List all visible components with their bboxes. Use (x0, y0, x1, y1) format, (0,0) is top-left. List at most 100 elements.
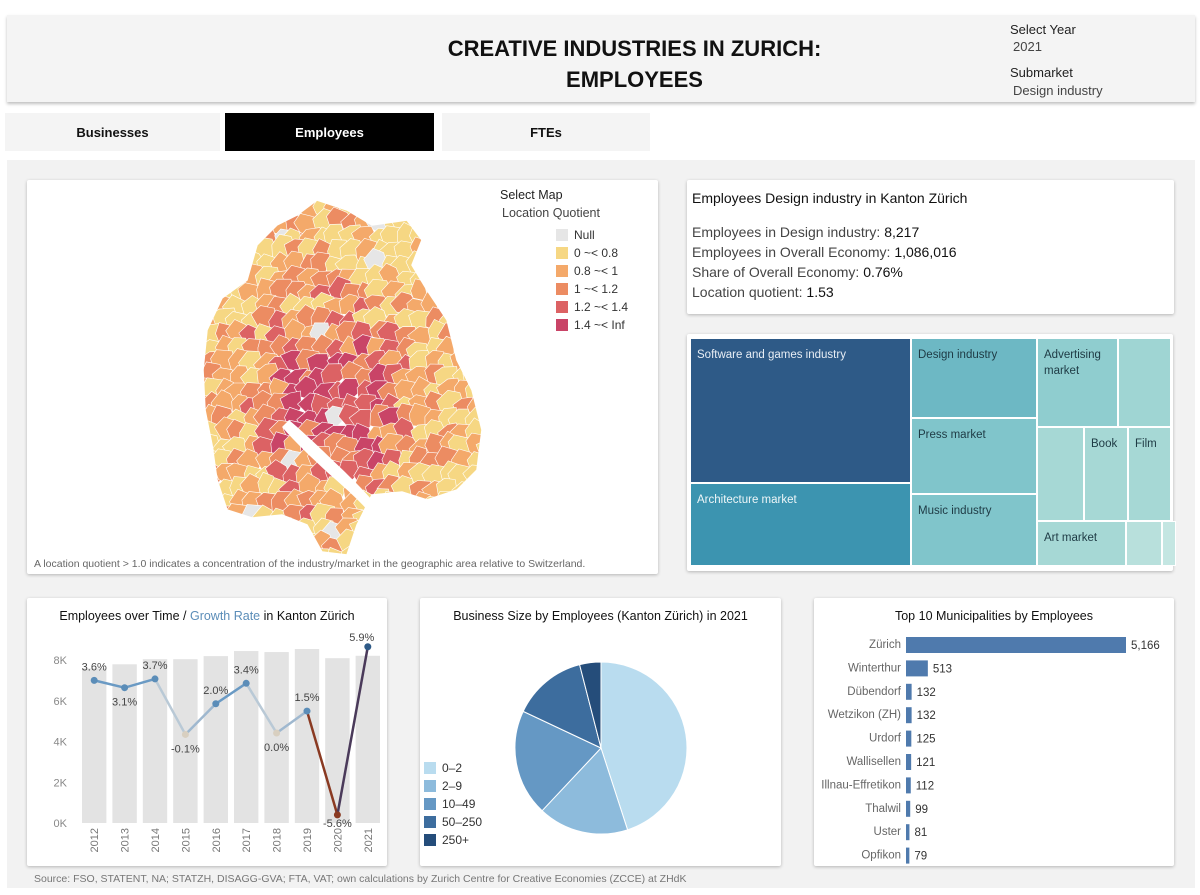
municipality-shape[interactable] (477, 257, 504, 280)
municipality-shape[interactable] (254, 529, 279, 554)
municipality-shape[interactable] (185, 193, 209, 218)
municipality-shape[interactable] (478, 362, 504, 385)
municipality-shape[interactable] (450, 199, 476, 225)
municipality-shape[interactable] (478, 478, 503, 503)
treemap-cell-film[interactable]: Film (1128, 427, 1171, 521)
municipality-shape[interactable] (352, 182, 373, 205)
municipality-shape[interactable] (448, 520, 474, 543)
municipality-shape[interactable] (410, 503, 434, 528)
municipality-shape[interactable] (478, 448, 505, 471)
pie-legend-item[interactable]: 10–49 (424, 795, 482, 813)
municipality-shape[interactable] (184, 462, 206, 490)
municipality-shape[interactable] (270, 517, 296, 541)
municipality-shape[interactable] (462, 239, 486, 261)
municipality-shape[interactable] (463, 336, 488, 360)
municipality-shape[interactable] (183, 186, 210, 209)
municipality-bar[interactable] (906, 707, 912, 724)
municipality-shape[interactable] (215, 531, 243, 558)
municipality-shape[interactable] (210, 206, 241, 232)
municipality-shape[interactable] (480, 337, 505, 361)
municipality-shape[interactable] (439, 183, 465, 209)
municipality-shape[interactable] (184, 425, 207, 449)
municipality-shape[interactable] (196, 194, 221, 219)
municipality-shape[interactable] (242, 211, 266, 236)
municipality-shape[interactable] (382, 183, 404, 206)
municipality-shape[interactable] (481, 404, 503, 430)
municipality-shape[interactable] (408, 533, 433, 560)
treemap-cell-advertising[interactable]: Advertising market (1037, 338, 1118, 427)
municipality-shape[interactable] (476, 265, 500, 294)
employees-bar[interactable] (173, 659, 198, 823)
municipality-shape[interactable] (281, 521, 305, 545)
municipality-shape[interactable] (362, 521, 392, 547)
pie-chart[interactable] (420, 598, 781, 866)
municipality-shape[interactable] (423, 254, 449, 277)
municipality-shape[interactable] (198, 213, 221, 236)
growth-point[interactable] (212, 700, 220, 708)
municipality-bar[interactable] (906, 660, 928, 677)
municipality-shape[interactable] (213, 195, 237, 222)
municipality-shape[interactable] (451, 323, 475, 347)
municipality-shape[interactable] (464, 477, 489, 503)
tab-ftes[interactable]: FTEs (442, 113, 650, 151)
map-legend-item[interactable]: 1 ~< 1.2 (556, 280, 628, 298)
municipality-shape[interactable] (462, 256, 488, 280)
municipality-shape[interactable] (422, 504, 445, 527)
municipality-shape[interactable] (378, 504, 406, 530)
municipality-shape[interactable] (186, 449, 209, 473)
municipality-shape[interactable] (203, 250, 226, 272)
year-filter-value[interactable]: 2021 (1013, 39, 1042, 54)
municipality-shape[interactable] (465, 184, 490, 206)
municipality-shape[interactable] (477, 490, 504, 515)
pie-slice[interactable] (600, 661, 688, 831)
municipality-shape[interactable] (411, 182, 437, 209)
municipality-shape[interactable] (450, 224, 473, 248)
municipality-shape[interactable] (181, 336, 207, 362)
municipality-shape[interactable] (477, 308, 502, 337)
municipality-shape[interactable] (480, 224, 501, 253)
municipality-shape[interactable] (259, 521, 284, 546)
municipality-shape[interactable] (202, 181, 223, 208)
municipality-shape[interactable] (422, 220, 446, 248)
treemap-cell-other-4[interactable] (1162, 521, 1176, 566)
treemap-cell-art[interactable]: Art market (1037, 521, 1126, 566)
tab-businesses[interactable]: Businesses (5, 113, 220, 151)
municipality-shape[interactable] (434, 269, 460, 292)
municipality-shape[interactable] (380, 491, 404, 516)
employees-bar[interactable] (264, 652, 289, 823)
timeseries-chart[interactable]: 0K 2K 4K 6K 8K 2012 2013 2014 2015 2016 2017 2018 20… (27, 598, 387, 866)
municipality-shape[interactable] (437, 211, 462, 238)
growth-point[interactable] (364, 643, 372, 651)
municipality-shape[interactable] (186, 266, 209, 292)
municipality-shape[interactable] (282, 535, 310, 558)
municipality-shape[interactable] (439, 504, 465, 526)
municipality-shape[interactable] (265, 201, 292, 223)
municipality-shape[interactable] (480, 418, 505, 447)
municipality-shape[interactable] (410, 209, 435, 231)
map-legend-item[interactable]: 0.8 ~< 1 (556, 262, 628, 280)
municipality-shape[interactable] (391, 182, 417, 207)
municipality-shape[interactable] (267, 184, 295, 209)
municipality-shape[interactable] (365, 184, 392, 208)
municipality-shape[interactable] (450, 252, 478, 279)
growth-point[interactable] (273, 729, 281, 737)
municipality-shape[interactable] (198, 532, 223, 555)
municipality-shape[interactable] (464, 206, 489, 235)
municipality-shape[interactable] (451, 278, 475, 304)
municipality-shape[interactable] (271, 536, 294, 557)
municipality-shape[interactable] (364, 196, 391, 222)
employees-bar[interactable] (355, 655, 380, 823)
municipality-shape[interactable] (468, 532, 494, 555)
map-legend-item[interactable]: 0 ~< 0.8 (556, 244, 628, 262)
municipality-shape[interactable] (209, 224, 237, 251)
municipality-shape[interactable] (200, 502, 226, 527)
municipality-shape[interactable] (421, 241, 449, 267)
municipality-shape[interactable] (351, 532, 377, 555)
growth-point[interactable] (121, 684, 129, 692)
pie-slice[interactable] (541, 747, 629, 835)
municipality-shape[interactable] (187, 237, 213, 263)
municipality-shape[interactable] (380, 200, 403, 224)
municipality-shape[interactable] (392, 503, 421, 528)
municipality-shape[interactable] (434, 491, 461, 515)
municipality-shape[interactable] (190, 530, 212, 555)
